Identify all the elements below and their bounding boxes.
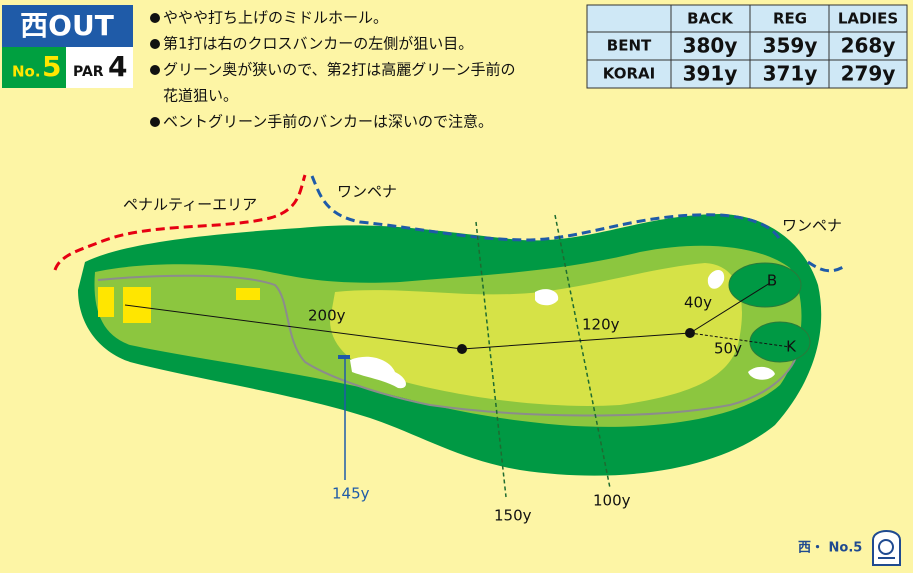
bent-green [728, 262, 802, 308]
yardage-table: BACK REG LADIES BENT 380y 359y 268y KORA… [586, 4, 908, 89]
logo-mark [878, 539, 894, 555]
bullet [150, 13, 160, 23]
landing-point [685, 328, 695, 338]
par-box [66, 47, 133, 88]
fairway [330, 263, 742, 406]
one-penalty-line [310, 175, 782, 242]
note: 第1打は右のクロスバンカーの左側が狙い目。 [163, 35, 473, 53]
green-label: K [786, 338, 797, 356]
par-value: 4 [108, 50, 127, 83]
note: ベントグリーン手前のバンカーは深いので注意。 [163, 113, 493, 131]
landing-point [457, 344, 467, 354]
yardage: 268y [841, 34, 896, 58]
notes: ややや打ち上げのミドルホール。 第1打は右のクロスバンカーの左側が狙い目。 グリ… [150, 9, 515, 131]
bullet [150, 65, 160, 75]
distance-label: 100y [593, 492, 631, 510]
yardage: 391y [683, 62, 738, 86]
row-header: BENT [607, 37, 652, 55]
korai-green [749, 321, 811, 363]
bunker [707, 270, 725, 289]
logo-shield [872, 530, 901, 566]
one-penalty-label: ワンペナ [337, 183, 397, 201]
bunker [535, 289, 559, 306]
one-penalty-label: ワンペナ [782, 217, 842, 235]
hole-number: 5 [42, 50, 61, 83]
course-box [2, 5, 133, 47]
row-header: KORAI [603, 65, 655, 83]
bullet [150, 117, 160, 127]
distance-line [554, 214, 611, 489]
bunker-carry-marker [338, 355, 350, 359]
club-logo [872, 530, 901, 566]
course-name: 西OUT [20, 9, 114, 42]
hole-prefix: No. [12, 63, 41, 81]
yardage: 359y [763, 34, 818, 58]
column-header: REG [773, 10, 807, 28]
table-frame [586, 4, 908, 89]
yardage: 380y [683, 34, 738, 58]
column-header: BACK [687, 10, 734, 28]
note: ややや打ち上げのミドルホール。 [163, 9, 388, 27]
column-header: LADIES [838, 10, 898, 28]
footer-label: 西・ No.5 [798, 541, 862, 556]
note: 花道狙い。 [163, 87, 238, 105]
distance-label: 50y [714, 340, 742, 358]
distance-label: 200y [308, 307, 346, 325]
play-line [124, 282, 771, 350]
tee [98, 287, 114, 317]
distance-label: 145y [332, 485, 370, 503]
bunker [748, 366, 775, 380]
play-line [689, 332, 791, 348]
distance-label: 120y [582, 316, 620, 334]
penalty-label: ペナルティーエリア [123, 196, 257, 214]
hole-box [2, 47, 66, 88]
yardage: 371y [763, 62, 818, 86]
par-label: PAR [73, 64, 104, 80]
penalty-line [53, 174, 307, 271]
note: グリーン奥が狭いので、第2打は高麗グリーン手前の [163, 61, 515, 79]
bunker [350, 356, 406, 389]
cart-path [97, 274, 799, 417]
yardage: 279y [841, 62, 896, 86]
green-label: B [767, 272, 777, 290]
one-penalty-line [807, 260, 846, 273]
bullet [150, 39, 160, 49]
distance-label: 40y [684, 294, 712, 312]
tee [236, 288, 260, 300]
hole-map: ペナルティーエリア ワンペナ ワンペナ B K 200y 120y 40y 50… [53, 174, 846, 525]
distance-label: 150y [494, 507, 532, 525]
